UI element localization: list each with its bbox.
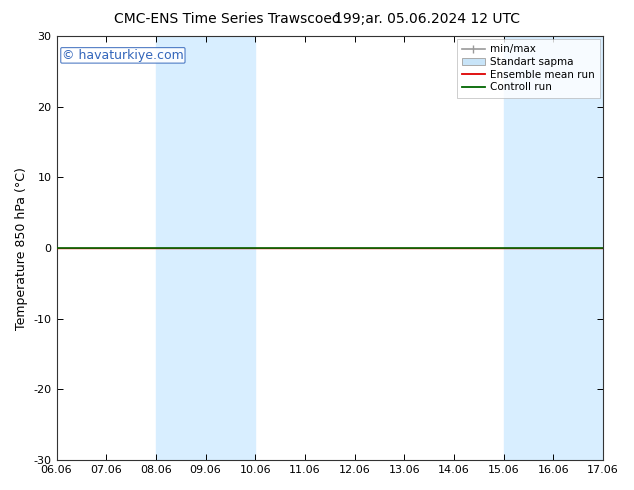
Text: © havaturkiye.com: © havaturkiye.com bbox=[62, 49, 184, 62]
Legend: min/max, Standart sapma, Ensemble mean run, Controll run: min/max, Standart sapma, Ensemble mean r… bbox=[456, 39, 600, 98]
Text: CMC-ENS Time Series Trawscoed: CMC-ENS Time Series Trawscoed bbox=[114, 12, 341, 26]
Bar bbox=[156, 36, 256, 460]
Y-axis label: Temperature 850 hPa (°C): Temperature 850 hPa (°C) bbox=[15, 167, 28, 330]
Bar bbox=[504, 36, 603, 460]
Text: 199;ar. 05.06.2024 12 UTC: 199;ar. 05.06.2024 12 UTC bbox=[334, 12, 520, 26]
